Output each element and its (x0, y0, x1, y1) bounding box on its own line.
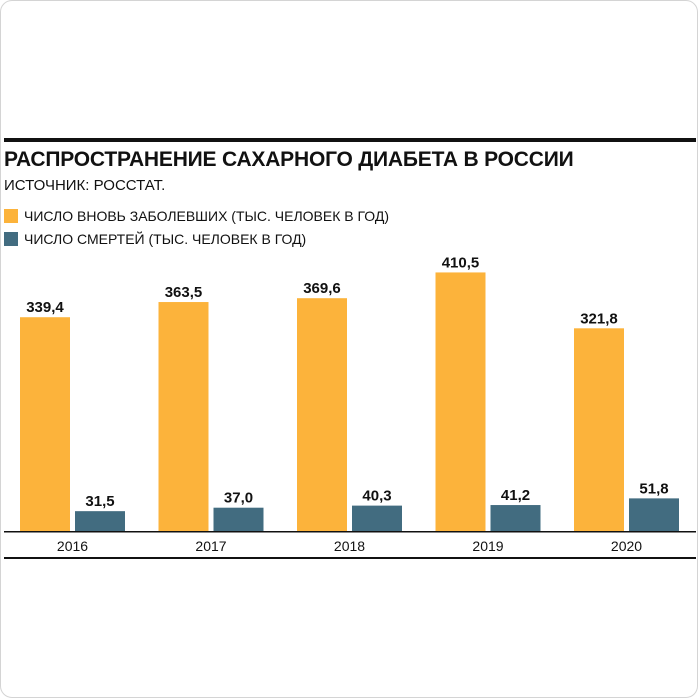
legend-swatch-new-cases (4, 209, 18, 223)
bar-deaths-2020 (629, 498, 679, 531)
bar-deaths-2018 (352, 505, 402, 531)
chart-source: ИСТОЧНИК: РОССТАТ. (4, 177, 166, 194)
bar-new-cases-2017 (158, 302, 209, 531)
data-label-deaths-2018: 40,3 (362, 488, 391, 505)
bottom-rule (4, 557, 696, 559)
data-label-deaths-2020: 51,8 (639, 480, 668, 497)
x-tick-label-2020: 2020 (611, 538, 642, 554)
data-label-new-cases-2019: 410,5 (442, 254, 480, 271)
data-label-new-cases-2018: 369,6 (303, 280, 341, 297)
bar-deaths-2019 (490, 505, 541, 531)
x-tick-label-2018: 2018 (334, 538, 365, 554)
data-label-new-cases-2016: 339,4 (26, 299, 64, 316)
chart-title: РАСПРОСТРАНЕНИЕ САХАРНОГО ДИАБЕТА В РОСС… (4, 148, 574, 171)
bar-new-cases-2020 (574, 328, 624, 531)
bar-new-cases-2016 (20, 317, 70, 531)
x-axis-line (4, 531, 696, 533)
bar-new-cases-2019 (435, 272, 486, 531)
data-label-deaths-2016: 31,5 (85, 493, 114, 510)
legend-item-deaths: ЧИСЛО СМЕРТЕЙ (ТЫС. ЧЕЛОВЕК В ГОД) (4, 231, 306, 247)
x-tick-label-2019: 2019 (472, 538, 503, 554)
data-label-deaths-2017: 37,0 (224, 490, 253, 507)
legend-swatch-deaths (4, 232, 18, 246)
legend-item-new-cases: ЧИСЛО ВНОВЬ ЗАБОЛЕВШИХ (ТЫС. ЧЕЛОВЕК В Г… (4, 208, 389, 224)
legend-label-new-cases: ЧИСЛО ВНОВЬ ЗАБОЛЕВШИХ (ТЫС. ЧЕЛОВЕК В Г… (24, 208, 390, 224)
bar-deaths-2017 (213, 507, 264, 531)
x-tick-label-2017: 2017 (195, 538, 226, 554)
data-label-new-cases-2017: 363,5 (165, 284, 203, 301)
x-tick-label-2016: 2016 (57, 538, 88, 554)
data-label-new-cases-2020: 321,8 (580, 310, 618, 327)
top-rule (4, 138, 696, 142)
legend-label-deaths: ЧИСЛО СМЕРТЕЙ (ТЫС. ЧЕЛОВЕК В ГОД) (24, 231, 307, 247)
data-label-deaths-2019: 41,2 (501, 487, 530, 504)
bar-chart: 339,4 31,5 2016 363,5 37,0 2017 369,6 40,3 2018 4… (4, 254, 696, 554)
bar-deaths-2016 (75, 511, 125, 531)
bar-new-cases-2018 (297, 298, 347, 531)
